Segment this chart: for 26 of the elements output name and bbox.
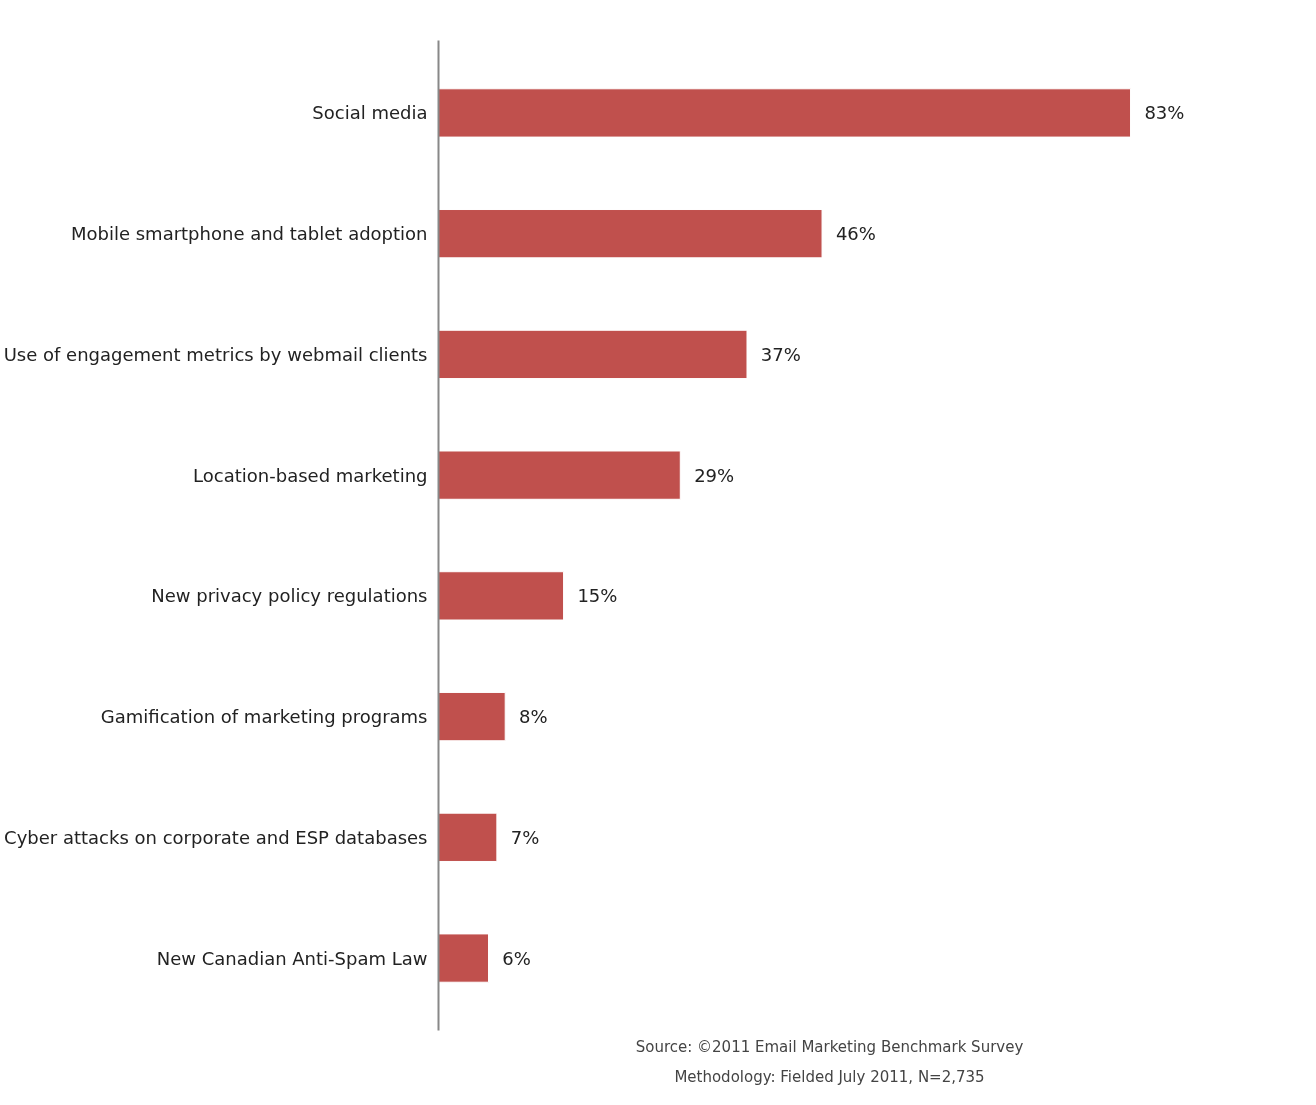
bar: [438, 812, 498, 862]
bar: [438, 571, 565, 621]
data-label: 8%: [519, 706, 548, 728]
text: Methodology: Fielded July 2011, N=2,735: [674, 1067, 985, 1086]
data-label: 46%: [835, 223, 876, 245]
y-tick-label: Location-based marketing: [193, 464, 428, 486]
data-label: 83%: [1144, 102, 1185, 124]
y-tick-label: Use of engagement metrics by webmail clients: [3, 343, 428, 365]
y-tick-label: Social media: [312, 102, 428, 124]
bar: [438, 450, 681, 500]
y-tick-label: Cyber attacks on corporate and ESP databases: [4, 826, 428, 848]
y-tick-label: New privacy policy regulations: [151, 585, 428, 607]
data-label: 37%: [760, 343, 801, 365]
data-label: 6%: [502, 947, 531, 969]
data-label: 15%: [577, 585, 618, 607]
bar: [438, 209, 823, 259]
source-note: Source: ©2011 Email Marketing Benchmark Survey: [635, 1037, 1024, 1056]
data-label: 7%: [510, 826, 540, 848]
bar: [438, 88, 1132, 138]
y-tick-label: Mobile smartphone and tablet adoption: [70, 223, 428, 245]
bar: [438, 329, 748, 380]
bar: [438, 933, 490, 983]
data-label: 29%: [694, 464, 735, 486]
y-tick-label: Gamification of marketing programs: [100, 706, 428, 728]
y-tick-label: New Canadian Anti-Spam Law: [156, 947, 428, 969]
bar: [438, 691, 506, 742]
